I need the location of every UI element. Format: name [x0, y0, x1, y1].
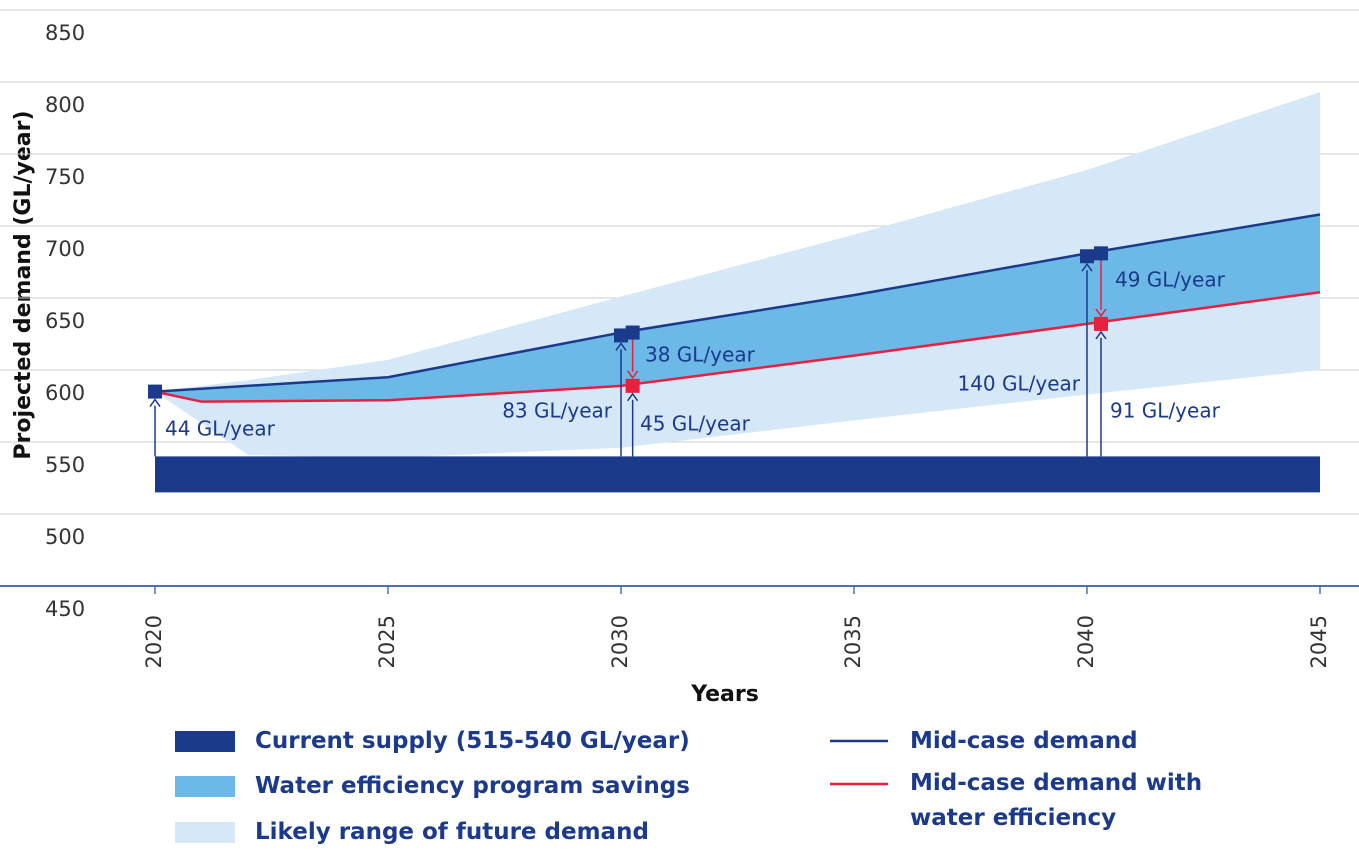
arrow-head — [627, 392, 639, 402]
y-axis-title: Projected demand (GL/year) — [11, 110, 36, 459]
legend-label: Water efficiency program savings — [255, 773, 690, 799]
marker — [1093, 316, 1108, 331]
x-tick-label: 2020 — [142, 615, 166, 668]
legend-swatch — [175, 822, 235, 843]
y-tick-label: 500 — [45, 525, 85, 549]
annotation: 140 GL/year — [957, 372, 1080, 396]
marker — [625, 325, 640, 340]
annotation: 38 GL/year — [645, 343, 756, 367]
marker — [1080, 249, 1094, 264]
x-tick-label: 2040 — [1074, 615, 1098, 668]
x-tick-label: 2025 — [375, 615, 399, 668]
marker — [148, 384, 162, 399]
x-axis-title: Years — [690, 682, 759, 707]
annotation: 83 GL/year — [502, 399, 613, 423]
arrow-head — [149, 398, 161, 408]
y-tick-label: 850 — [45, 21, 85, 45]
legend-swatch — [175, 731, 235, 752]
legend-label: Likely range of future demand — [255, 819, 649, 845]
y-tick-label: 700 — [45, 237, 85, 261]
annotation: 49 GL/year — [1115, 268, 1226, 292]
legend-label: Mid-case demand with water efficiency — [910, 770, 1203, 831]
line — [154, 213, 1321, 393]
y-tick-label: 800 — [45, 93, 85, 117]
y-tick-label: 650 — [45, 309, 85, 333]
marker — [625, 378, 640, 393]
legend-label: Mid-case demand — [910, 728, 1138, 754]
y-tick-label: 450 — [45, 597, 85, 621]
arrow-head — [627, 370, 639, 380]
marker — [614, 328, 628, 343]
supply-bar — [155, 456, 1320, 493]
x-tick-label: 2030 — [608, 615, 632, 668]
legend-label: Current supply (515-540 GL/year) — [255, 728, 690, 754]
x-tick-label: 2045 — [1307, 615, 1331, 668]
annotation: 91 GL/year — [1110, 399, 1221, 423]
annotation: 44 GL/year — [165, 417, 276, 441]
arrow-head — [1095, 308, 1107, 318]
y-tick-label: 550 — [45, 453, 85, 477]
y-tick-label: 600 — [45, 381, 85, 405]
arrow-head — [1095, 330, 1107, 340]
annotation: 45 GL/year — [640, 412, 751, 436]
marker — [1093, 246, 1108, 261]
arrow-head — [1081, 262, 1093, 272]
y-tick-label: 750 — [45, 165, 85, 189]
x-tick-label: 2035 — [841, 615, 865, 668]
arrow-head — [615, 342, 627, 351]
legend-swatch — [175, 776, 235, 797]
